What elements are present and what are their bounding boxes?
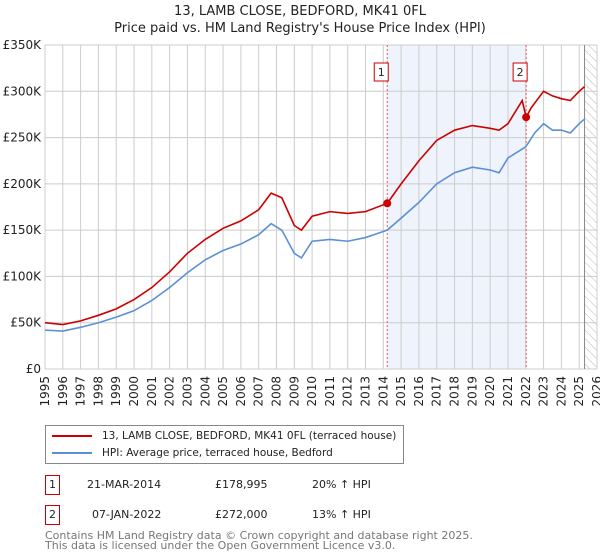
- series-line: [44, 86, 586, 326]
- footer: Contains HM Land Registry data © Crown c…: [45, 529, 473, 552]
- x-tick-label: 1997: [74, 376, 88, 407]
- x-tick-label: 2022: [519, 376, 533, 407]
- x-tick-label: 2023: [537, 376, 551, 407]
- sale-point: [383, 199, 392, 208]
- x-tick-label: 2007: [252, 376, 266, 407]
- transaction-hpi: 13% ↑ HPI: [312, 508, 371, 521]
- x-tick-label: 2017: [430, 376, 444, 407]
- x-tick-label: 2018: [448, 376, 462, 407]
- x-tick-label: 1999: [109, 376, 123, 407]
- x-tick-label: 2005: [216, 376, 230, 407]
- y-tick-label: £50K: [10, 316, 42, 330]
- x-tick-label: 2009: [287, 376, 301, 407]
- y-tick-label: £150K: [3, 223, 43, 237]
- x-tick-label: 2008: [269, 376, 283, 407]
- transaction-number: 1: [45, 475, 60, 495]
- x-tick-label: 2010: [305, 376, 319, 407]
- x-tick-label: 2013: [359, 376, 373, 407]
- x-tick-label: 2012: [341, 376, 355, 407]
- legend: 13, LAMB CLOSE, BEDFORD, MK41 0FL (terra…: [45, 425, 404, 464]
- x-tick-label: 2001: [145, 376, 159, 407]
- x-tick-label: 2019: [465, 376, 479, 407]
- x-tick-label: 2025: [572, 376, 586, 407]
- forecast-hatch: [584, 45, 597, 369]
- x-tick-label: 2024: [554, 376, 568, 407]
- x-tick-label: 2016: [412, 376, 426, 407]
- y-tick-label: £100K: [3, 269, 43, 283]
- transaction-row: 2 07-JAN-2022 £272,000 13% ↑ HPI: [45, 505, 465, 525]
- shaded-region: [387, 45, 527, 369]
- series-line: [44, 118, 586, 332]
- x-tick-label: 1998: [91, 376, 105, 407]
- x-tick-label: 1996: [56, 376, 70, 407]
- sale-point: [522, 113, 531, 122]
- x-tick-label: 2015: [394, 376, 408, 407]
- x-tick-label: 2014: [376, 376, 390, 407]
- transaction-number: 2: [45, 505, 60, 525]
- plot-area: 1995 1996 1997 1998 1999 2000 2001 2002 2003 2004…: [3, 38, 600, 407]
- legend-label-hpi: HPI: Average price, terraced house, Bedf…: [102, 447, 333, 459]
- chart-title: 13, LAMB CLOSE, BEDFORD, MK41 0FL: [174, 4, 426, 19]
- transaction-date: 21-MAR-2014: [87, 478, 162, 491]
- x-tick-label: 2011: [323, 376, 337, 407]
- transaction-hpi: 20% ↑ HPI: [312, 478, 371, 491]
- marker-label: 1: [378, 66, 385, 79]
- x-tick-label: 1995: [38, 376, 52, 407]
- x-tick-label: 2021: [501, 376, 515, 407]
- transaction-row: 1 21-MAR-2014 £178,995 20% ↑ HPI: [45, 475, 465, 495]
- footer-line-2: This data is licensed under the Open Gov…: [45, 539, 396, 552]
- transaction-date: 07-JAN-2022: [92, 508, 162, 521]
- x-tick-label: 2002: [163, 376, 177, 407]
- y-tick-label: £300K: [3, 84, 43, 98]
- y-tick-label: £350K: [3, 38, 43, 52]
- marker-label: 2: [517, 66, 524, 79]
- marker-box: [512, 62, 528, 82]
- x-tick-label: 2006: [234, 376, 248, 407]
- marker-box: [373, 62, 389, 82]
- transaction-price: £272,000: [215, 508, 268, 521]
- x-tick-label: 2004: [198, 376, 212, 407]
- x-tick-label: 2000: [127, 376, 141, 407]
- y-tick-label: £250K: [3, 131, 43, 145]
- y-tick-label: £0: [26, 362, 41, 376]
- legend-swatch-property: [52, 435, 92, 437]
- x-tick-label: 2003: [180, 376, 194, 407]
- x-tick-label: 2020: [483, 376, 497, 407]
- legend-swatch-hpi: [52, 452, 92, 454]
- legend-label-property: 13, LAMB CLOSE, BEDFORD, MK41 0FL (terra…: [102, 430, 397, 442]
- transaction-price: £178,995: [215, 478, 268, 491]
- footer-line-1: Contains HM Land Registry data © Crown c…: [45, 529, 473, 542]
- y-tick-label: £200K: [3, 177, 43, 191]
- x-tick-label: 2026: [590, 376, 600, 407]
- chart-subtitle: Price paid vs. HM Land Registry's House …: [114, 21, 486, 36]
